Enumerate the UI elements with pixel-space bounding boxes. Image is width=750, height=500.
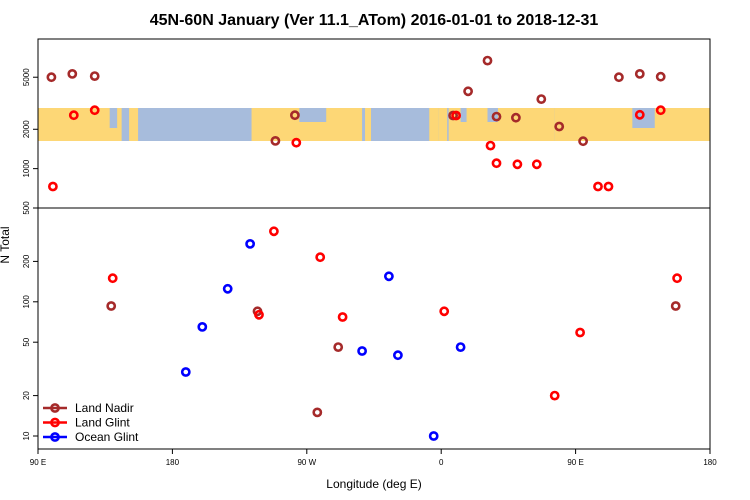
data-point [337,312,348,322]
data-point [491,111,502,122]
series-layer [46,55,682,441]
legend-label: Ocean Glint [75,430,139,444]
x-tick-label: 0 [439,458,444,467]
data-point [107,273,118,284]
water-sea-of-japan-coast [632,108,655,128]
land-kamchatka [129,108,139,141]
data-point [291,137,302,148]
legend-marker [50,403,60,413]
y-tick-label: 5000 [22,68,31,86]
data-point [315,252,326,263]
data-point [603,181,614,192]
data-point [222,283,233,294]
data-point [614,72,624,83]
data-point [180,367,191,377]
series-land-glint [48,105,682,401]
land-ireland [438,108,448,141]
data-point [451,110,461,121]
legend-label: Land Glint [75,416,130,430]
data-point [67,69,78,79]
y-tick-label: 10 [22,431,31,440]
y-tick-label: 20 [22,391,31,400]
legend-item: Land Glint [43,416,130,430]
data-point [578,136,588,147]
data-point [549,390,560,401]
data-point [491,158,502,169]
data-point [575,327,585,338]
y-tick-label: 100 [22,295,31,309]
y-tick-label: 200 [22,254,31,268]
series-land-nadir [46,55,681,418]
data-point [312,407,323,418]
data-point [392,350,403,361]
data-point [593,181,603,192]
y-axis-label: N Total [0,226,12,263]
data-point [245,238,255,249]
data-point [485,140,496,151]
land-asia-east [38,108,122,141]
data-point [439,306,450,317]
y-tick-label: 1000 [22,159,31,177]
data-point [48,181,58,192]
y-tick-label: 2000 [22,120,31,138]
water-hudson-bay [299,108,327,122]
water-sea-of-okhotsk [109,108,118,128]
legend-marker [50,432,60,442]
legend-item: Ocean Glint [43,430,139,444]
data-point [254,309,264,320]
data-point [268,226,279,237]
data-point [531,159,542,170]
data-point [270,135,281,146]
data-point [106,301,117,311]
data-point [655,71,666,82]
data-point [89,71,100,81]
x-tick-label: 90 E [30,458,46,467]
x-tick-label: 180 [703,458,717,467]
y-tick-label: 50 [22,337,31,346]
legend-marker [50,417,60,428]
data-point [482,55,493,66]
data-point [634,109,645,120]
data-point [455,342,466,352]
data-point [670,301,681,311]
x-tick-label: 180 [166,458,180,467]
data-point [89,105,100,116]
data-point [383,271,394,282]
chart-title: 45N-60N January (Ver 11.1_ATom) 2016-01-… [150,12,599,29]
land-british-isles [429,108,439,141]
data-point [512,159,523,170]
data-point [333,342,344,352]
data-point [672,273,682,284]
data-point [554,121,565,132]
data-point [655,105,666,116]
water-north-sea [460,108,467,122]
y-tick-label: 500 [22,201,31,215]
world-map-band [38,108,710,141]
data-point [357,346,367,356]
x-tick-label: 90 E [567,458,583,467]
data-point [463,86,473,97]
legend-item: Land Nadir [43,401,134,415]
data-point [197,321,208,332]
x-axis-label: Longitude (deg E) [326,477,421,491]
plot-frame [37,38,711,450]
data-point [46,72,57,83]
land-newfoundland [365,108,372,141]
data-point [68,110,79,121]
data-point [634,69,645,79]
data-point [289,110,300,121]
data-point [536,94,547,104]
legend-label: Land Nadir [75,401,134,415]
series-ocean-glint [180,238,466,441]
x-axis: 90 E 180 90 W 0 90 E 180 [30,449,717,467]
y-axis: 10 20 50 100 200 500 1000 2000 5000 [22,68,38,440]
data-point [428,431,439,441]
x-tick-label: 90 W [297,458,316,467]
data-point [511,112,521,123]
